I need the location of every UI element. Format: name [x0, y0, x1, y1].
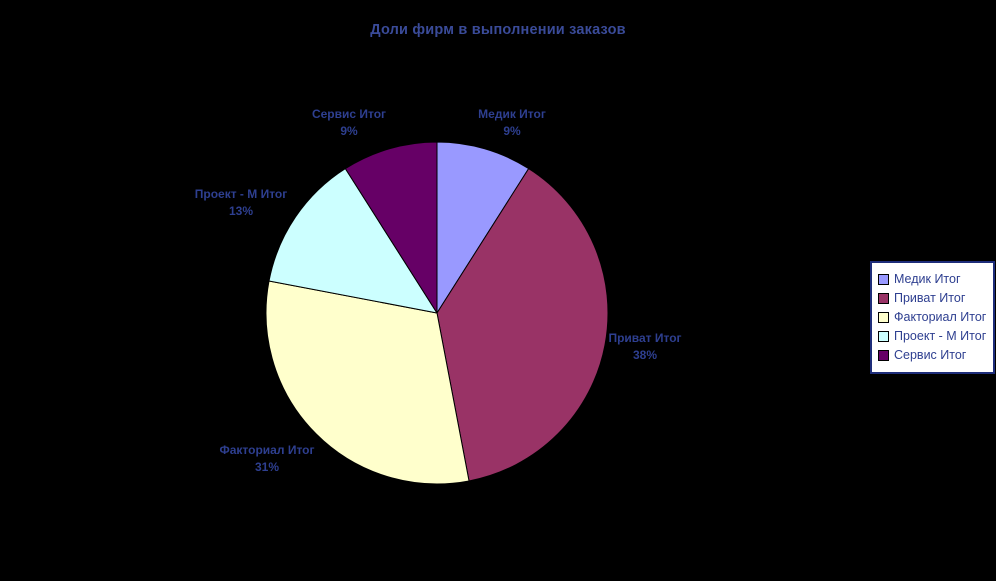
legend-marker-faktorial — [878, 312, 889, 323]
chart-title: Доли фирм в выполнении заказов — [370, 22, 626, 38]
pie-slice-2[interactable] — [265, 280, 470, 485]
legend-label: Сервис Итог — [894, 348, 967, 362]
slice-label-name: Проект - М Итог — [194, 187, 288, 201]
legend-label: Приват Итог — [894, 291, 966, 305]
slice-label-percent: 9% — [503, 124, 521, 138]
pie-slice-4[interactable] — [344, 141, 438, 314]
legend-label: Медик Итог — [894, 272, 961, 286]
slice-label-percent: 38% — [632, 348, 658, 362]
slice-label-faktorial: Факториал Итог 31% — [220, 442, 315, 476]
pie-slice-0[interactable] — [436, 141, 530, 314]
slice-label-name: Факториал Итог — [219, 443, 315, 457]
slice-label-servis: Сервис Итог 9% — [312, 106, 386, 140]
slice-label-name: Медик Итог — [478, 107, 546, 121]
legend-marker-privat — [878, 293, 889, 304]
slice-label-privat: Приват Итог 38% — [608, 330, 681, 364]
slice-label-medik: Медик Итог 9% — [478, 106, 546, 140]
slice-label-name: Приват Итог — [608, 331, 682, 345]
legend: Медик Итог Приват Итог Факториал Итог Пр… — [870, 261, 996, 374]
legend-label: Факториал Итог — [894, 310, 987, 324]
legend-item-medik[interactable]: Медик Итог — [878, 270, 986, 289]
slice-label-proekt-m: Проект - М Итог 13% — [195, 186, 288, 220]
slice-label-percent: 9% — [340, 124, 358, 138]
slice-label-percent: 13% — [228, 204, 254, 218]
legend-item-servis[interactable]: Сервис Итог — [878, 346, 986, 365]
pie-slice-3[interactable] — [268, 168, 438, 314]
pie-chart — [265, 141, 609, 485]
legend-marker-medik — [878, 274, 889, 285]
slice-label-percent: 31% — [254, 460, 280, 474]
legend-item-faktorial[interactable]: Факториал Итог — [878, 308, 986, 327]
legend-item-privat[interactable]: Приват Итог — [878, 289, 986, 308]
pie-chart-area — [257, 133, 617, 493]
legend-marker-servis — [878, 350, 889, 361]
pie-slice-1[interactable] — [436, 168, 609, 482]
legend-label: Проект - М Итог — [894, 329, 987, 343]
legend-item-proekt-m[interactable]: Проект - М Итог — [878, 327, 986, 346]
slice-label-name: Сервис Итог — [311, 107, 387, 121]
legend-marker-proekt-m — [878, 331, 889, 342]
